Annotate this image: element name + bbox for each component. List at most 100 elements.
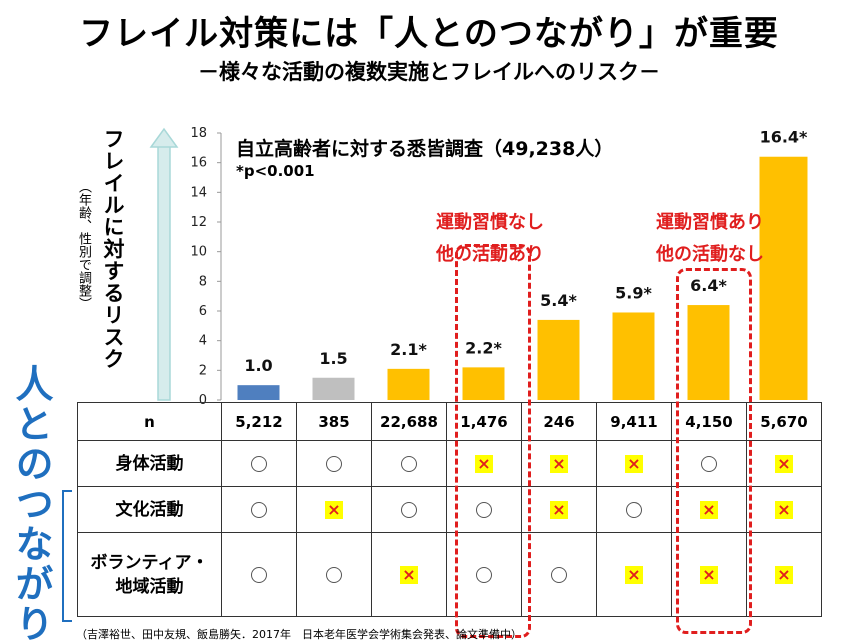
y-axis-label: フレイルに対するリスク	[101, 128, 125, 370]
activity-mark	[521, 532, 597, 617]
bar	[537, 319, 580, 400]
bar-value-label: 5.4*	[540, 291, 577, 310]
circle-mark-icon	[626, 502, 642, 518]
activity-mark	[221, 532, 297, 617]
bar	[312, 377, 355, 400]
circle-mark-icon	[476, 502, 492, 518]
y-tick-label: 14	[190, 185, 207, 200]
cross-mark-icon: ×	[550, 499, 568, 519]
activity-mark	[221, 440, 297, 487]
activity-mark	[596, 486, 672, 533]
cross-mark-icon: ×	[775, 453, 793, 473]
bar	[237, 385, 280, 400]
activity-bracket	[62, 490, 72, 622]
bar-value-label: 5.9*	[615, 283, 652, 302]
y-tick-label: 18	[190, 126, 207, 141]
y-axis-sublabel: （年齢、性別で調整）	[76, 180, 91, 310]
significance-note: *p<0.001	[236, 162, 315, 180]
n-value: 22,688	[371, 402, 447, 441]
y-tick-label: 0	[199, 393, 207, 408]
bar-value-label: 1.0	[244, 356, 272, 375]
activity-mark: ×	[671, 486, 747, 533]
bar	[687, 305, 730, 400]
circle-mark-icon	[401, 502, 417, 518]
cross-mark-icon: ×	[625, 453, 643, 473]
y-tick-label: 6	[199, 304, 207, 319]
activity-table: n 5,212 385 22,688 1,476 246 9,411 4,150…	[77, 402, 822, 617]
y-axis-arrow-head	[149, 127, 179, 148]
group-label-exercise-only: 運動習慣あり 他の活動なし	[620, 208, 800, 266]
activity-mark: ×	[746, 440, 822, 487]
bar-value-label: 6.4*	[690, 276, 727, 295]
n-value: 385	[296, 402, 372, 441]
activity-mark	[296, 440, 372, 487]
survey-title: 自立高齢者に対する悉皆調査（49,238人）	[236, 138, 614, 160]
cross-mark-icon: ×	[325, 499, 343, 519]
row-label: 身体活動	[77, 440, 222, 487]
circle-mark-icon	[251, 567, 267, 583]
circle-mark-icon	[476, 567, 492, 583]
circle-mark-icon	[701, 456, 717, 472]
activity-mark	[221, 486, 297, 533]
circle-mark-icon	[251, 456, 267, 472]
highlight-box-no-exercise	[455, 244, 531, 638]
y-tick-label: 10	[190, 245, 207, 260]
row-label-line2: 地域活動	[115, 576, 184, 597]
bar-value-label: 2.1*	[390, 340, 427, 359]
cross-mark-icon: ×	[400, 564, 418, 584]
row-label: ボランティア・ 地域活動	[77, 532, 222, 617]
activity-mark: ×	[521, 486, 597, 533]
bar-value-label: 1.5	[319, 349, 347, 368]
page-subtitle: －様々な活動の複数実施とフレイルへのリスク－	[198, 60, 660, 84]
activity-mark: ×	[746, 486, 822, 533]
row-label: 文化活動	[77, 486, 222, 533]
activity-mark	[371, 486, 447, 533]
cross-mark-icon: ×	[625, 564, 643, 584]
cross-mark-icon: ×	[550, 453, 568, 473]
y-tick-label: 12	[190, 215, 207, 230]
n-value: 9,411	[596, 402, 672, 441]
y-tick-label: 4	[199, 334, 207, 349]
bar	[612, 312, 655, 400]
bar-value-label: 16.4*	[760, 128, 808, 147]
y-tick-label: 2	[199, 363, 207, 378]
group-label-line2: 他の活動なし	[656, 244, 764, 265]
activity-mark: ×	[296, 486, 372, 533]
activity-mark: ×	[596, 440, 672, 487]
row-label-line1: ボランティア・	[90, 552, 209, 573]
activity-mark: ×	[371, 532, 447, 617]
activity-mark: ×	[746, 532, 822, 617]
bar	[462, 367, 505, 400]
volunteer-activity-row: ボランティア・ 地域活動 × × × ×	[77, 532, 822, 617]
n-value: 4,150	[671, 402, 747, 441]
y-axis-arrow-shaft	[157, 144, 171, 401]
y-tick-label: 16	[190, 156, 207, 171]
activity-mark: ×	[446, 440, 522, 487]
side-label: 人とのつながり	[9, 364, 53, 644]
highlight-box-exercise-only	[676, 268, 752, 634]
cross-mark-icon: ×	[775, 499, 793, 519]
activity-mark: ×	[521, 440, 597, 487]
group-label-line1: 運動習慣なし	[436, 212, 544, 233]
cross-mark-icon: ×	[475, 453, 493, 473]
circle-mark-icon	[401, 456, 417, 472]
activity-mark	[446, 532, 522, 617]
cross-mark-icon: ×	[775, 564, 793, 584]
activity-mark	[446, 486, 522, 533]
activity-mark: ×	[596, 532, 672, 617]
n-value: 246	[521, 402, 597, 441]
y-tick-label: 8	[199, 274, 207, 289]
n-value: 5,670	[746, 402, 822, 441]
circle-mark-icon	[326, 567, 342, 583]
source-footnote: （吉澤裕世、田中友規、飯島勝矢．2017年 日本老年医学会学術集会発表、論文準備…	[76, 628, 522, 641]
cross-mark-icon: ×	[700, 564, 718, 584]
bar	[759, 156, 808, 400]
physical-activity-row: 身体活動 × × × ×	[77, 440, 822, 487]
circle-mark-icon	[326, 456, 342, 472]
n-value: 1,476	[446, 402, 522, 441]
bar	[387, 368, 430, 400]
page-title: フレイル対策には「人とのつながり」が重要	[79, 14, 779, 54]
activity-mark	[371, 440, 447, 487]
n-row: n 5,212 385 22,688 1,476 246 9,411 4,150…	[77, 402, 822, 441]
